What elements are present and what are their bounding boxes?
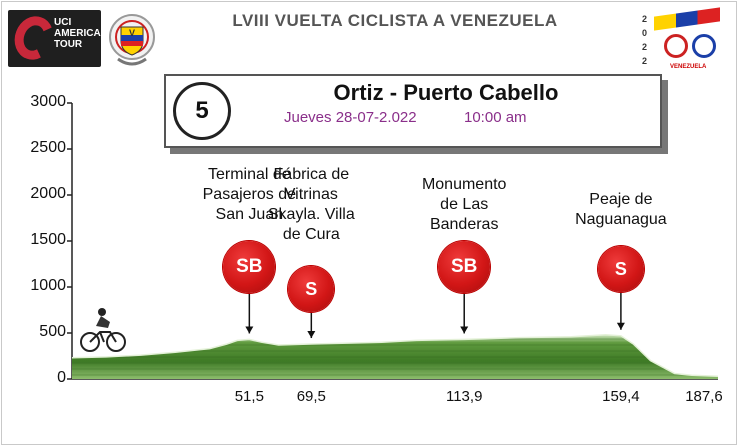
logo-digit: 0 — [642, 28, 648, 38]
x-tick-label: 69,5 — [296, 388, 326, 405]
pointer-arrow-icon — [245, 326, 254, 334]
y-tick-label: 0 — [57, 369, 66, 386]
terrain-texture — [72, 334, 718, 379]
pointer-arrow-icon — [307, 331, 316, 339]
uci-logo-line: UCI — [54, 17, 72, 28]
stage-route: Ortiz - Puerto Cabello — [333, 80, 559, 105]
checkpoint-label-line: de Cura — [282, 226, 340, 243]
y-tick-label: 1000 — [30, 277, 66, 294]
elevation-line — [71, 334, 719, 377]
checkpoint-label-line: Vitrinas — [284, 186, 338, 203]
bicycle-wheel-icon — [692, 34, 716, 58]
checkpoint-label-line: Naguanagua — [575, 211, 667, 228]
checkpoint-label: Fábrica de Vitrinas Skayla. Villa de Cura — [236, 165, 386, 245]
sprint-badge: SB — [223, 241, 276, 293]
federation-crest-icon: V — [109, 14, 155, 66]
y-tick-label: 3000 — [30, 93, 66, 110]
x-tick-label: 113,9 — [445, 388, 483, 405]
checkpoint-label-line: Pasajeros de — [202, 186, 297, 203]
race-title: LVIII VUELTA CICLISTA A VENEZUELA — [232, 11, 558, 30]
stage-start-time: 10:00 am — [464, 109, 527, 126]
x-tick-label: 51,5 — [234, 388, 264, 405]
vuelta-2022-logo: 2 0 2 2 VENEZUELA — [642, 7, 726, 74]
sprint-badge: S — [597, 246, 644, 292]
stage-number: 5 — [173, 82, 231, 140]
logo-digit: 2 — [642, 14, 648, 24]
sprint-badge: S — [288, 266, 335, 312]
stage-info-box: 5 Ortiz - Puerto Cabello Jueves 28-07-2.… — [164, 74, 662, 148]
checkpoint-label-line: de Las — [440, 196, 489, 213]
y-tick-label: 1500 — [30, 231, 66, 248]
checkpoint-label-line: Fábrica de — [273, 166, 350, 183]
logo-caption: VENEZUELA — [670, 64, 707, 70]
uci-america-tour-logo: UCI AMERICA TOUR — [8, 10, 101, 67]
uci-logo-line: TOUR — [54, 39, 83, 50]
checkpoint-label-line: Terminal de — [207, 166, 291, 183]
logo-digit: 2 — [642, 56, 648, 66]
checkpoint-label: Monumento de Las Banderas — [389, 175, 539, 235]
uci-logo-text: UCI AMERICA TOUR — [54, 17, 101, 50]
bicycle-wheel-icon — [664, 34, 688, 58]
checkpoint-label-line: Skayla. Villa — [267, 206, 355, 223]
x-tick-label: 159,4 — [602, 388, 640, 405]
pointer-arrow-icon — [460, 326, 469, 334]
checkpoint-label: Terminal de Pasajeros de San Juan — [174, 165, 324, 225]
y-tick-label: 2500 — [30, 139, 66, 156]
checkpoint-label-line: Peaje de — [589, 191, 653, 208]
sprint-badge: SB — [438, 241, 491, 293]
checkpoint-label-line: San Juan — [215, 206, 284, 223]
y-tick-label: 2000 — [30, 185, 66, 202]
x-tick-label: 187,6 — [685, 388, 723, 405]
svg-text:V: V — [129, 28, 135, 38]
logo-digit: 2 — [642, 42, 648, 52]
y-tick-label: 500 — [39, 323, 66, 340]
uci-logo-line: AMERICA — [54, 28, 101, 39]
checkpoint-label-line: Banderas — [429, 216, 499, 233]
cyclist-icon — [80, 308, 126, 352]
pointer-arrow-icon — [616, 322, 625, 330]
checkpoint-label: Peaje de Naguanagua — [546, 190, 696, 230]
stage-date: Jueves 28-07-2.022 — [284, 109, 417, 126]
checkpoint-label-line: Monumento — [421, 176, 507, 193]
